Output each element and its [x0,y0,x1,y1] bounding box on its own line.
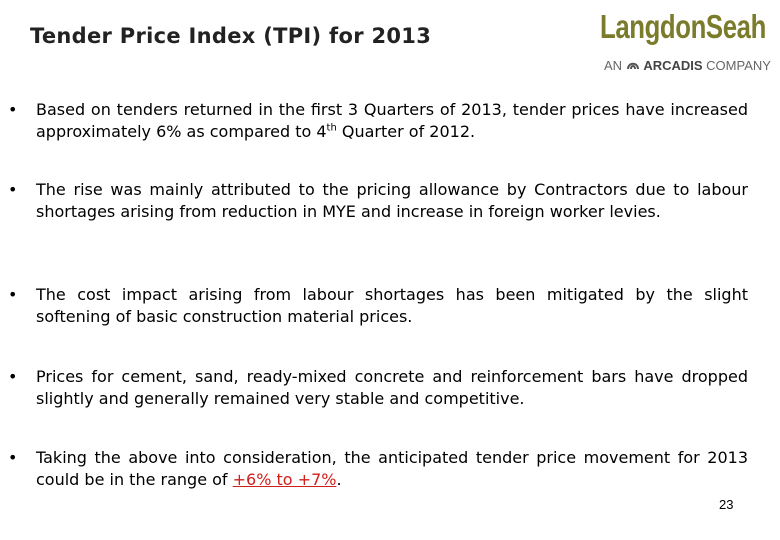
bullet-text: Quarter of 2012. [336,122,476,141]
bullet: The rise was mainly attributed to the pr… [8,179,748,223]
bullet: The cost impact arising from labour shor… [8,284,748,328]
tagline-suffix: COMPANY [706,58,771,73]
logo-name-part: Langdon [600,8,706,45]
bullet: Based on tenders returned in the first 3… [8,99,748,143]
superscript: th [326,122,337,134]
arcadis-icon [626,62,639,70]
logo: LangdonSeah AN ARCADIS COMPANY [600,8,772,73]
bullet: Taking the above into consideration, the… [8,447,748,491]
logo-name: LangdonSeah [600,8,766,46]
bullet-text: Based on tenders returned in the first 3… [36,100,748,141]
slide-title: Tender Price Index (TPI) for 2013 [30,24,432,48]
highlight-range: +6% to +7% [232,470,337,489]
bullet-text: The rise was mainly attributed to the pr… [36,180,748,221]
tagline-prefix: AN [604,58,623,73]
bullet-text: Prices for cement, sand, ready-mixed con… [36,367,748,408]
tagline-brand: ARCADIS [643,58,703,73]
logo-name-part: Seah [705,8,766,45]
bullet-text: Taking the above into consideration, the… [36,448,748,489]
bullet: Prices for cement, sand, ready-mixed con… [8,366,748,410]
bullet-text: The cost impact arising from labour shor… [36,285,748,326]
page-number: 23 [719,497,734,512]
logo-tagline: AN ARCADIS COMPANY [604,58,771,73]
bullet-text: . [336,470,342,489]
